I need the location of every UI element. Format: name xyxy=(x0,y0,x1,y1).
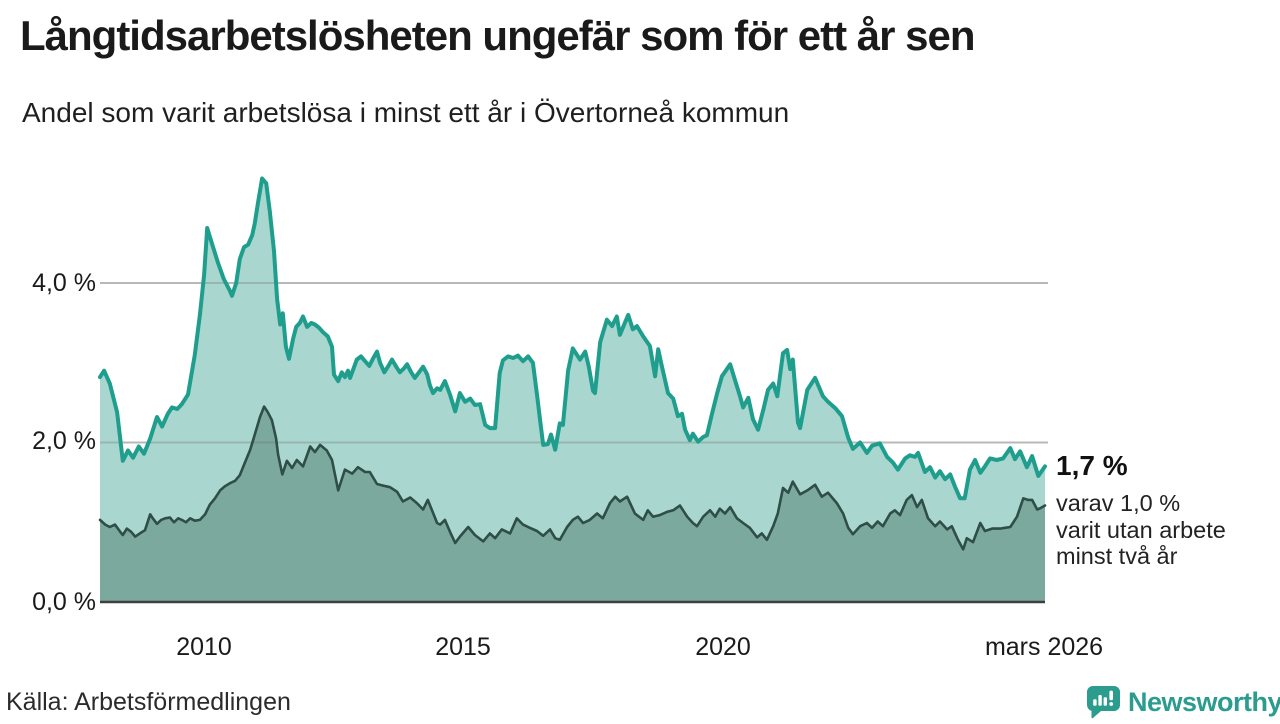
y-axis-label-0: 0,0 % xyxy=(32,588,96,616)
area-fill-two-years xyxy=(100,406,1045,602)
series-line-total xyxy=(98,176,1047,501)
annotation-latest-value: 1,7 % xyxy=(1056,450,1128,481)
chart-subtitle: Andel som varit arbetslösa i minst ett å… xyxy=(22,97,790,128)
newsworthy-bubble-chart-icon xyxy=(1086,685,1121,719)
y-axis-label-2: 2,0 % xyxy=(32,427,96,455)
newsworthy-logo: Newsworthy xyxy=(1086,685,1280,719)
annotation-line-1: varav 1,0 % xyxy=(1056,490,1181,516)
annotation-detail: varav 1,0 % varit utan arbete minst två … xyxy=(1056,490,1226,570)
annotation-line-2: varit utan arbete xyxy=(1056,516,1226,543)
x-axis-label-2015: 2015 xyxy=(435,633,491,661)
x-axis-label-2020: 2020 xyxy=(695,633,751,661)
x-axis-label-2010: 2010 xyxy=(176,633,232,661)
annotation-line-3: minst två år xyxy=(1056,543,1178,569)
y-axis-label-4: 4,0 % xyxy=(32,269,96,297)
source-note: Källa: Arbetsförmedlingen xyxy=(6,688,291,716)
newsworthy-wordmark: Newsworthy xyxy=(1128,686,1280,717)
page-title: Långtidsarbetslösheten ungefär som för e… xyxy=(20,12,976,59)
series-line-two-years xyxy=(98,405,1047,551)
x-axis-label-mars-2026: mars 2026 xyxy=(984,633,1104,661)
